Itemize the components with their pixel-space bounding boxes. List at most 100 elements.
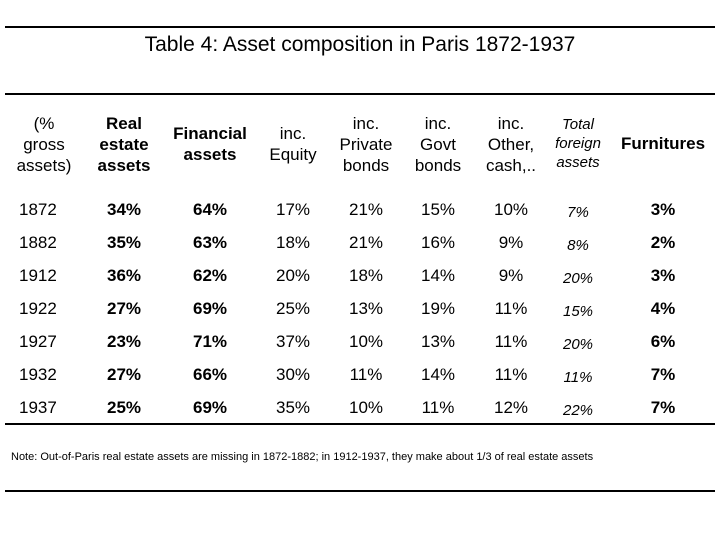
column-header: Total foreign assets	[555, 115, 601, 172]
table-cell: 9%	[498, 233, 524, 252]
table-cell: 10%	[493, 200, 529, 219]
table-cell: 23%	[106, 332, 142, 351]
table-cell: 9%	[498, 266, 524, 285]
table-cell: 71%	[192, 332, 228, 351]
table-cell: 11%	[349, 365, 383, 384]
row-year: 1927	[19, 332, 57, 351]
table-cell: 69%	[192, 299, 228, 318]
table-cell: 10%	[348, 332, 384, 351]
table-cell: 2%	[650, 233, 676, 252]
table-cell: 63%	[192, 233, 228, 252]
table-cell: 16%	[420, 233, 456, 252]
row-year: 1922	[19, 299, 57, 318]
table-cell: 18%	[348, 266, 384, 285]
table-cell: 18%	[275, 233, 311, 252]
row-year: 1912	[19, 266, 57, 285]
table-cell: 27%	[106, 365, 142, 384]
table-cell: 15%	[420, 200, 456, 219]
column-header-line: bonds	[414, 156, 462, 175]
table-cell: 11%	[494, 299, 528, 318]
table-cell: 35%	[275, 398, 311, 417]
column-header-line: gross	[23, 135, 65, 154]
bottom-rule	[5, 490, 715, 492]
table-cell: 7%	[650, 398, 676, 417]
column-header-line: inc.	[424, 114, 452, 133]
table-cell: 62%	[192, 266, 228, 285]
table-cell: 8%	[567, 237, 589, 254]
column-header-line: inc.	[352, 114, 380, 133]
table-cell: 30%	[275, 365, 311, 384]
table-cell: 13%	[348, 299, 384, 318]
table-cell: 34%	[106, 200, 142, 219]
column-header-line: Total	[562, 116, 594, 133]
column-header-line: assets	[97, 156, 151, 175]
title-rule	[5, 93, 715, 95]
column-header: inc. Other, cash,..	[486, 113, 536, 176]
column-header-line: inc.	[497, 114, 525, 133]
table-cell: 10%	[348, 398, 384, 417]
table-cell: 11%	[494, 365, 528, 384]
table-cell: 17%	[275, 200, 311, 219]
table-cell: 25%	[106, 398, 142, 417]
column-header-line: assets	[183, 145, 237, 164]
table-cell: 21%	[348, 200, 384, 219]
table-cell: 21%	[348, 233, 384, 252]
column-header-line: estate	[99, 135, 149, 154]
table-cell: 20%	[562, 336, 594, 353]
column-header: Financial assets	[173, 123, 247, 165]
row-year: 1882	[19, 233, 57, 252]
table-cell: 66%	[192, 365, 228, 384]
column-header-line: Real	[106, 114, 142, 133]
table-cell: 11%	[421, 398, 455, 417]
column-header-line: Other,	[487, 135, 535, 154]
table-cell: 35%	[106, 233, 142, 252]
column-header-line: Govt	[420, 135, 456, 154]
table-cell: 64%	[192, 200, 228, 219]
column-header: inc. Equity	[269, 123, 316, 165]
table-cell: 11%	[563, 369, 593, 386]
table-cell: 27%	[106, 299, 142, 318]
column-header-line: Furnitures	[620, 134, 706, 153]
table-bottom-rule	[5, 423, 715, 425]
table-cell: 11%	[494, 332, 528, 351]
table-cell: 20%	[275, 266, 311, 285]
table-cell: 19%	[420, 299, 456, 318]
table-note: Note: Out-of-Paris real estate assets ar…	[11, 451, 594, 463]
column-header-line: bonds	[342, 156, 390, 175]
column-header-line: inc.	[279, 124, 307, 143]
column-header-line: (%	[33, 114, 55, 133]
row-year: 1872	[19, 200, 57, 219]
row-year: 1937	[19, 398, 57, 417]
column-header-line: Private	[339, 135, 393, 154]
table-cell: 4%	[650, 299, 676, 318]
table-cell: 7%	[650, 365, 676, 384]
table-cell: 22%	[562, 402, 594, 419]
column-header-line: foreign	[555, 135, 601, 152]
column-header: Furnitures	[621, 133, 705, 154]
table-cell: 20%	[562, 270, 594, 287]
column-header: inc. Govt bonds	[415, 113, 461, 176]
table-cell: 13%	[420, 332, 456, 351]
table-cell: 12%	[493, 398, 529, 417]
table-cell: 14%	[420, 365, 456, 384]
table-cell: 14%	[420, 266, 456, 285]
table-cell: 6%	[650, 332, 676, 351]
column-header: Real estate assets	[98, 113, 151, 176]
table-cell: 36%	[106, 266, 142, 285]
table-cell: 3%	[650, 266, 676, 285]
column-header-line: assets)	[16, 156, 72, 175]
column-header-line: Financial	[173, 124, 247, 143]
table-cell: 37%	[275, 332, 311, 351]
table-cell: 25%	[275, 299, 311, 318]
column-header: (% gross assets)	[17, 113, 72, 176]
column-header-line: Equity	[269, 145, 317, 164]
column-header-line: assets	[556, 154, 600, 171]
column-header-line: cash,..	[485, 156, 537, 175]
top-rule	[5, 26, 715, 28]
table-cell: 69%	[192, 398, 228, 417]
table-cell: 3%	[650, 200, 676, 219]
table-cell: 15%	[562, 303, 594, 320]
column-header: inc. Private bonds	[340, 113, 393, 176]
table-cell: 7%	[567, 204, 589, 221]
table-title: Table 4: Asset composition in Paris 1872…	[144, 33, 576, 56]
